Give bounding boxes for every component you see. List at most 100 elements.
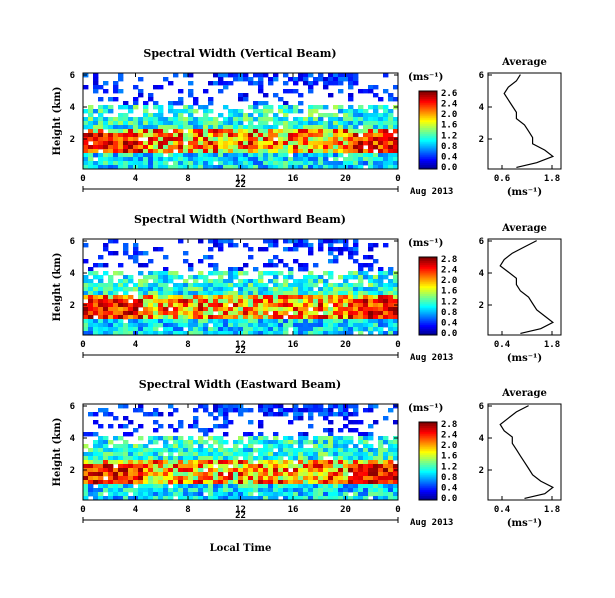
heatmap-cell [348, 133, 354, 138]
heatmap-cell [338, 327, 344, 332]
heatmap-cell [298, 287, 304, 292]
heatmap-cell [118, 121, 124, 126]
heatmap-cell [253, 307, 259, 312]
heatmap-cell [188, 149, 194, 154]
heatmap-cell [323, 428, 329, 433]
heatmap-cell [293, 259, 299, 264]
heatmap-cell [168, 460, 174, 465]
heatmap-cell [93, 299, 99, 304]
heatmap-cell [133, 85, 139, 90]
heatmap-cell [228, 275, 234, 280]
heatmap-cell [368, 287, 374, 292]
heatmap-cell [183, 464, 189, 469]
heatmap-cell [273, 440, 279, 445]
heatmap-cell [118, 141, 124, 146]
heatmap-cell [368, 295, 374, 300]
heatmap-cell [143, 283, 149, 288]
heatmap-cell [243, 311, 249, 316]
heatmap-cell [333, 153, 339, 158]
heatmap-cell [328, 444, 334, 449]
heatmap-cell [238, 113, 244, 118]
heatmap-cell [363, 468, 369, 473]
heatmap-cell [298, 239, 304, 244]
heatmap-cell [233, 327, 239, 332]
heatmap-cell [108, 464, 114, 469]
heatmap-cell [178, 311, 184, 316]
heatmap-cell [253, 295, 259, 300]
heatmap-cell [303, 157, 309, 162]
heatmap-cell [333, 311, 339, 316]
heatmap-cell [133, 488, 139, 493]
heatmap-cell [128, 109, 134, 114]
heatmap-cell [308, 299, 314, 304]
heatmap-cell [128, 472, 134, 477]
heatmap-cell [123, 315, 129, 320]
heatmap-cell [253, 476, 259, 481]
heatmap-cell [313, 141, 319, 146]
heatmap-cell [338, 476, 344, 481]
heatmap-cell [383, 323, 389, 328]
heatmap-cell [233, 448, 239, 453]
heatmap-cell [268, 149, 274, 154]
heatmap-cell [338, 480, 344, 485]
heatmap-cell [278, 157, 284, 162]
heatmap-cell [323, 149, 329, 154]
heatmap-cell [373, 137, 379, 142]
heatmap-cell [308, 125, 314, 130]
heatmap-cell [278, 472, 284, 477]
heatmap-cell [238, 468, 244, 473]
heatmap-cell [298, 263, 304, 268]
heatmap-cell [253, 81, 259, 86]
heatmap-cell [318, 452, 324, 457]
heatmap-cell [243, 133, 249, 138]
heatmap-cell [283, 460, 289, 465]
heatmap-cell [193, 480, 199, 485]
heatmap-cell [213, 484, 219, 489]
heatmap-cell [163, 299, 169, 304]
heatmap-cell [353, 444, 359, 449]
heatmap-cell [93, 77, 99, 82]
heatmap-cell [163, 303, 169, 308]
heatmap-cell [168, 315, 174, 320]
heatmap-cell [238, 271, 244, 276]
heatmap-cell [213, 165, 219, 170]
heatmap-cell [258, 476, 264, 481]
heatmap-cell [208, 452, 214, 457]
heatmap-cell [313, 129, 319, 134]
heatmap-cell [263, 476, 269, 481]
heatmap-cell [148, 496, 154, 501]
heatmap-cell [203, 496, 209, 501]
heatmap-cell [193, 452, 199, 457]
heatmap-cell [203, 113, 209, 118]
heatmap-cell [318, 307, 324, 312]
heatmap-cell [368, 149, 374, 154]
heatmap-cell [283, 472, 289, 477]
heatmap-cell [268, 412, 274, 417]
heatmap-cell [368, 327, 374, 332]
heatmap-cell [138, 93, 144, 98]
heatmap-cell [188, 327, 194, 332]
heatmap-cell [388, 125, 394, 130]
heatmap-cell [258, 133, 264, 138]
heatmap-cell [383, 448, 389, 453]
heatmap-cell [188, 476, 194, 481]
heatmap-cell [328, 428, 334, 433]
heatmap-cell [128, 275, 134, 280]
heatmap-cell [368, 468, 374, 473]
heatmap-cell [153, 283, 159, 288]
heatmap-cell [143, 101, 149, 106]
heatmap-cell [333, 468, 339, 473]
heatmap-cell [388, 480, 394, 485]
heatmap-cell [388, 271, 394, 276]
heatmap-cell [288, 161, 294, 166]
heatmap-cell [123, 327, 129, 332]
heatmap-cell [288, 436, 294, 441]
heatmap-cell [283, 153, 289, 158]
heatmap-cell [93, 488, 99, 493]
heatmap-cell [108, 283, 114, 288]
heatmap-cell [173, 444, 179, 449]
heatmap-cell [368, 303, 374, 308]
heatmap-cell [203, 295, 209, 300]
heatmap-cell [258, 145, 264, 150]
heatmap-cell [303, 432, 309, 437]
